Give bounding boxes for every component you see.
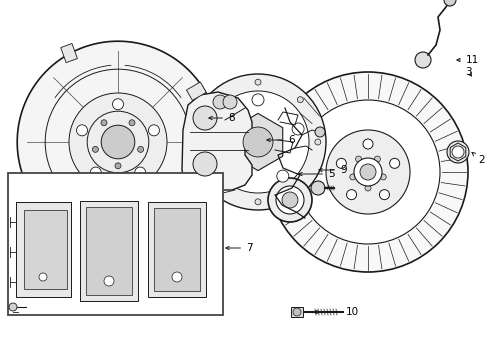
Circle shape — [379, 190, 390, 200]
Circle shape — [315, 139, 321, 145]
Circle shape — [195, 139, 201, 145]
Text: 1: 1 — [0, 359, 1, 360]
Circle shape — [227, 170, 239, 182]
Circle shape — [276, 186, 304, 214]
Polygon shape — [233, 113, 283, 171]
Circle shape — [39, 273, 47, 281]
Circle shape — [360, 164, 376, 180]
Circle shape — [172, 272, 182, 282]
Text: 10: 10 — [314, 307, 359, 317]
Circle shape — [243, 127, 273, 157]
Circle shape — [292, 123, 304, 135]
Circle shape — [346, 190, 357, 200]
Circle shape — [193, 106, 217, 130]
Polygon shape — [80, 201, 138, 301]
Text: 3: 3 — [465, 67, 472, 77]
Polygon shape — [291, 307, 303, 317]
Circle shape — [365, 185, 371, 191]
Circle shape — [268, 178, 312, 222]
Circle shape — [282, 192, 298, 208]
Circle shape — [293, 308, 301, 316]
Circle shape — [213, 95, 227, 109]
Circle shape — [135, 167, 146, 178]
Circle shape — [138, 147, 144, 152]
Bar — [91, 242, 105, 260]
Circle shape — [255, 79, 261, 85]
Text: 8: 8 — [209, 113, 235, 123]
Circle shape — [452, 146, 464, 158]
Polygon shape — [16, 202, 71, 297]
Polygon shape — [154, 208, 200, 291]
Circle shape — [354, 158, 382, 186]
Circle shape — [444, 0, 456, 6]
Circle shape — [113, 99, 123, 110]
Circle shape — [104, 276, 114, 286]
Circle shape — [350, 174, 356, 180]
Circle shape — [212, 123, 224, 135]
Circle shape — [268, 72, 468, 272]
Circle shape — [326, 130, 410, 214]
Circle shape — [207, 91, 309, 193]
Circle shape — [115, 163, 121, 169]
Bar — [14, 195, 33, 214]
Circle shape — [76, 125, 88, 136]
Circle shape — [69, 93, 167, 191]
Circle shape — [415, 52, 431, 68]
Circle shape — [255, 199, 261, 205]
Text: 6: 6 — [267, 135, 294, 145]
Circle shape — [193, 152, 217, 176]
Bar — [8, 173, 223, 315]
Bar — [187, 82, 206, 100]
Circle shape — [315, 127, 325, 137]
Circle shape — [213, 181, 219, 187]
Circle shape — [363, 139, 373, 149]
Circle shape — [380, 174, 386, 180]
Circle shape — [9, 303, 17, 311]
Circle shape — [447, 141, 469, 163]
Circle shape — [213, 97, 219, 103]
Polygon shape — [17, 41, 219, 243]
Polygon shape — [86, 207, 132, 295]
Circle shape — [90, 167, 101, 178]
Circle shape — [92, 147, 98, 152]
Circle shape — [356, 156, 362, 162]
Text: 5: 5 — [299, 169, 335, 179]
Polygon shape — [24, 210, 67, 289]
Circle shape — [336, 158, 346, 168]
Circle shape — [223, 95, 237, 109]
Circle shape — [190, 74, 326, 210]
Text: 9: 9 — [319, 165, 346, 175]
Circle shape — [297, 97, 303, 103]
Circle shape — [390, 158, 400, 168]
Circle shape — [129, 120, 135, 126]
Circle shape — [101, 125, 135, 159]
Text: 7: 7 — [226, 243, 253, 253]
Bar — [61, 44, 77, 63]
Polygon shape — [148, 202, 206, 297]
Circle shape — [277, 170, 289, 182]
Circle shape — [374, 156, 380, 162]
Text: 11: 11 — [457, 55, 479, 65]
Circle shape — [311, 181, 325, 195]
Circle shape — [148, 125, 159, 136]
Circle shape — [297, 181, 303, 187]
Circle shape — [101, 120, 107, 126]
Circle shape — [252, 94, 264, 106]
Text: 2: 2 — [472, 152, 485, 165]
Circle shape — [296, 100, 440, 244]
Polygon shape — [182, 92, 252, 190]
